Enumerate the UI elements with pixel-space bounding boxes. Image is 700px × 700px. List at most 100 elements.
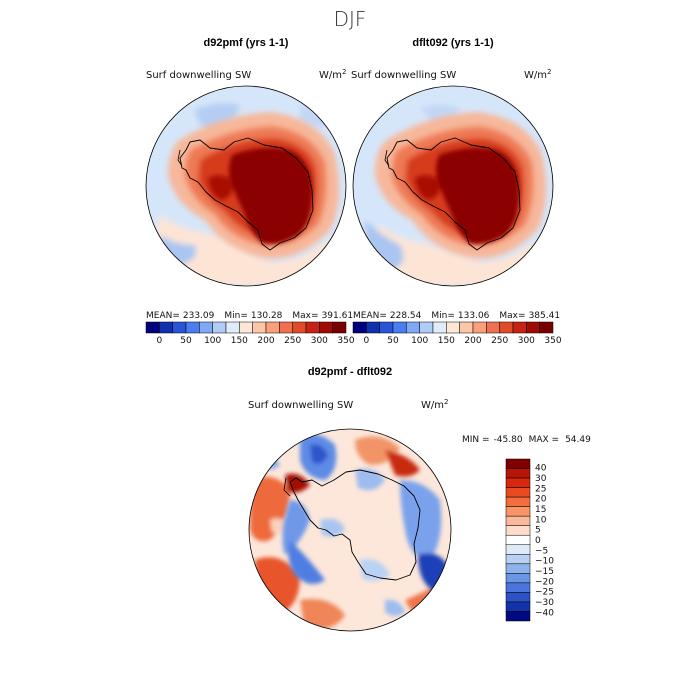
right-colorbar-tick-label: 250 — [491, 336, 508, 346]
diff-colorbar-swatch — [505, 525, 531, 536]
panel-left-units: W/m2 — [319, 68, 346, 81]
diff-colorbar-swatch — [505, 515, 531, 526]
diff-colorbar-swatch — [505, 582, 531, 593]
panel-right-colorbar: 0 50 100 150 200 250 300 350 — [352, 321, 562, 346]
panel-right-variable: Surf downwelling SW — [351, 70, 456, 81]
right-colorbar-tick-label: 100 — [411, 336, 428, 346]
panel-left-map — [146, 86, 346, 286]
panel-right-map — [353, 86, 553, 286]
left-colorbar-swatch — [319, 321, 333, 334]
left-colorbar-swatch — [145, 321, 160, 334]
diff-units: W/m2 — [421, 398, 448, 411]
diff-colorbar-tick-label: −25 — [535, 588, 554, 598]
diff-title: d92pmf - dflt092 — [308, 366, 392, 378]
right-colorbar-swatch — [432, 321, 447, 334]
left-colorbar-swatch — [279, 321, 293, 334]
panel-right-units: W/m2 — [524, 68, 551, 81]
diff-colorbar-swatch — [505, 573, 531, 584]
diff-colorbar-swatch — [505, 477, 531, 488]
diff-minmax: MIN = -45.80 MAX = 54.49 — [462, 435, 591, 445]
diff-colorbar-swatch — [505, 544, 531, 555]
diff-colorbar-tick-label: −20 — [535, 577, 554, 587]
right-colorbar-tick-label: 150 — [438, 336, 455, 346]
panel-left-stats: MEAN= 233.09 Min= 130.28 Max= 391.61 — [146, 311, 353, 321]
left-colorbar-tick-label: 150 — [231, 336, 248, 346]
diff-colorbar-tick-label: 20 — [535, 495, 547, 505]
left-colorbar-swatch — [225, 321, 240, 334]
left-colorbar-swatch — [305, 321, 320, 334]
diff-colorbar-tick-label: 5 — [535, 526, 541, 536]
left-colorbar-tick-label: 100 — [204, 336, 221, 346]
diff-colorbar-tick-label: −30 — [535, 598, 554, 608]
diff-colorbar-tick-label: 0 — [535, 536, 541, 546]
right-colorbar-tick-label: 0 — [363, 336, 369, 346]
left-colorbar-swatch — [292, 321, 307, 334]
left-colorbar-swatch — [252, 321, 267, 334]
diff-colorbar-swatch — [505, 554, 531, 565]
diff-colorbar-swatch — [505, 496, 531, 507]
left-colorbar-tick-label: 250 — [284, 336, 301, 346]
diff-colorbar-swatch — [505, 601, 531, 612]
panel-diff: d92pmf - dflt092 Surf downwelling SW W/m… — [248, 366, 591, 632]
right-colorbar-swatch — [446, 321, 460, 334]
left-colorbar-swatch — [159, 321, 173, 334]
left-colorbar-swatch — [212, 321, 227, 334]
left-colorbar-tick-label: 350 — [337, 336, 354, 346]
main-title: DJF — [334, 7, 367, 31]
diff-variable: Surf downwelling SW — [248, 400, 353, 411]
right-colorbar-swatch — [512, 321, 527, 334]
panel-right: dflt092 (yrs 1-1) Surf downwelling SW W/… — [351, 37, 562, 346]
right-colorbar-swatch — [472, 321, 487, 334]
diff-colorbar-tick-label: 40 — [535, 464, 547, 474]
diff-colorbar-swatch — [505, 592, 531, 603]
panel-right-stats: MEAN= 228.54 Min= 133.06 Max= 385.41 — [353, 311, 560, 321]
left-colorbar-swatch — [185, 321, 200, 334]
diff-colorbar-swatch — [505, 458, 531, 469]
right-colorbar-swatch — [392, 321, 407, 334]
diff-colorbar-tick-label: 10 — [535, 515, 547, 525]
diff-colorbar-swatch — [505, 534, 531, 546]
panel-right-title: dflt092 (yrs 1-1) — [412, 37, 494, 49]
left-colorbar-swatch — [332, 321, 347, 334]
left-colorbar-tick-label: 0 — [156, 336, 162, 346]
diff-colorbar-tick-label: −40 — [535, 608, 554, 618]
right-colorbar-tick-label: 350 — [544, 336, 561, 346]
right-colorbar-swatch — [539, 321, 554, 334]
left-colorbar-swatch — [172, 321, 187, 334]
diff-colorbar-tick-label: −10 — [535, 557, 554, 567]
panel-left: d92pmf (yrs 1-1) Surf downwelling SW W/m… — [145, 37, 355, 346]
right-colorbar-tick-label: 50 — [387, 336, 399, 346]
right-colorbar-swatch — [406, 321, 420, 334]
panel-left-colorbar: 0 50 100 150 200 250 300 350 — [145, 321, 355, 346]
left-colorbar-swatch — [265, 321, 280, 334]
right-colorbar-swatch — [379, 321, 394, 334]
right-colorbar-swatch — [499, 321, 514, 334]
right-colorbar-tick-label: 300 — [518, 336, 535, 346]
diff-colorbar-swatch — [505, 506, 531, 517]
left-colorbar-tick-label: 200 — [257, 336, 274, 346]
left-colorbar-tick-label: 300 — [311, 336, 328, 346]
panel-left-variable: Surf downwelling SW — [146, 70, 251, 81]
diff-colorbar-tick-label: −15 — [535, 567, 554, 577]
diff-colorbar-tick-label: −5 — [535, 546, 548, 556]
right-colorbar-swatch — [486, 321, 500, 334]
diff-colorbar-swatch — [505, 487, 531, 498]
diff-colorbar-tick-label: 25 — [535, 484, 546, 494]
left-colorbar-swatch — [199, 321, 213, 334]
diff-map — [249, 429, 451, 631]
right-colorbar-swatch — [526, 321, 540, 334]
right-colorbar-swatch — [366, 321, 380, 334]
diff-colorbar-tick-label: 15 — [535, 505, 546, 515]
right-colorbar-swatch — [352, 321, 367, 334]
panel-left-title: d92pmf (yrs 1-1) — [204, 37, 289, 49]
diff-colorbar-swatch — [505, 468, 531, 479]
right-colorbar-swatch — [419, 321, 434, 334]
diff-colorbar-tick-label: 30 — [535, 474, 547, 484]
right-colorbar-tick-label: 200 — [464, 336, 481, 346]
left-colorbar-tick-label: 50 — [180, 336, 192, 346]
diff-colorbar-swatch — [505, 563, 531, 574]
diff-colorbar-swatch — [505, 611, 531, 622]
left-colorbar-swatch — [239, 321, 253, 334]
